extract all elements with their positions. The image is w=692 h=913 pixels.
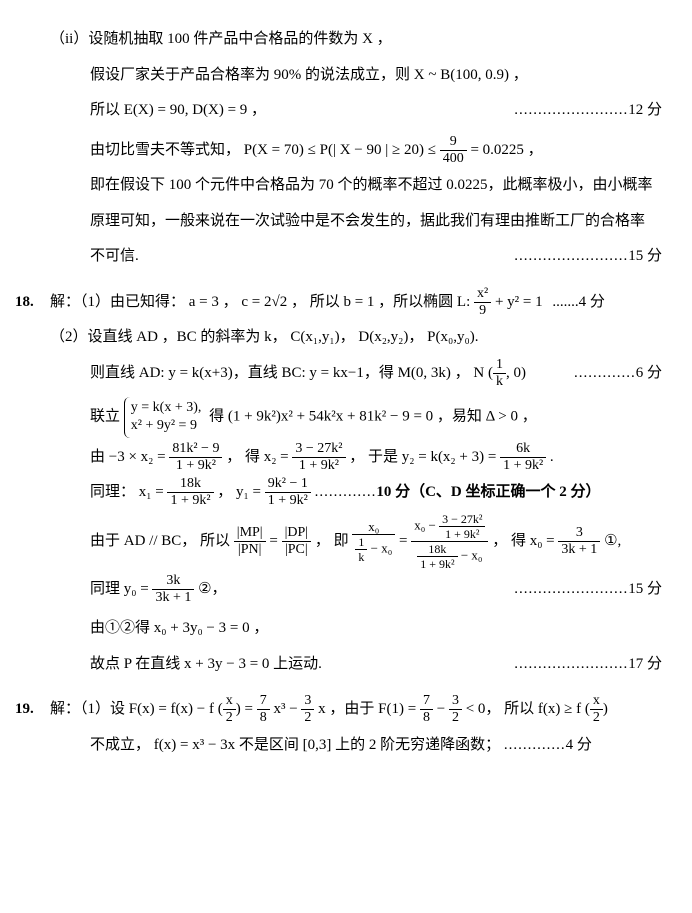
p17-ii-l6: 原理可知，一般来说在一次试验中是不会发生的，据此我们有理由推断工厂的合格率 (50, 206, 662, 238)
case-bracket: y = k(x + 3), x² + 9y² = 9 (124, 397, 206, 437)
p17-ii-l5: 即在假设下 100 个元件中合格品为 70 个的概率不超过 0.0225，此概率… (50, 170, 662, 202)
p19-l1: 19. 解：（1）设 F(x) = f(x) − f (x2) = 78 x³ … (50, 694, 662, 726)
frac-9-400: 9400 (440, 135, 467, 166)
ii-label: （ii） (50, 31, 88, 47)
p17-ii-l2: 假设厂家关于产品合格率为 90% 的说法成立，则 X ~ B(100, 0.9)… (50, 60, 662, 92)
score-17: 17 分 (514, 649, 662, 681)
p17-ii-l7: 不可信. 15 分 (50, 241, 662, 273)
problem-18-num: 18. (15, 287, 34, 319)
p18-s2-l8: 故点 P 在直线 x + 3y − 3 = 0 上运动. 17 分 (50, 649, 662, 681)
p17-ii-l4: 由切比雪夫不等式知， P(X = 70) ≤ P(| X − 90 | ≥ 20… (50, 135, 662, 167)
p18-s1: 18. 解：（1）由已知得： a = 3 ， c = 2√2 ， 所以 b = … (50, 287, 662, 319)
p18-s2-l7: 由①②得 x₀ + 3y₀ − 3 = 0 ， (50, 613, 662, 645)
p18-s2-l6: 同理 y₀ = 3k3k + 1 ②， 15 分 (50, 574, 662, 606)
p18-s2-l3: 由 −3 × x₂ = 81k² − 91 + 9k² ， 得 x₂ = 3 −… (50, 442, 662, 474)
score-15: 15 分 (514, 241, 662, 273)
problem-19-num: 19. (15, 694, 34, 726)
score-10: 10 分（C、D 坐标正确一个 2 分） (315, 484, 601, 500)
p18-s2-l2: 联立 y = k(x + 3), x² + 9y² = 9 得 (1 + 9k²… (50, 397, 662, 437)
p18-s2-l1: 则直线 AD: y = k(x+3)，直线 BC: y = kx−1，得 M(0… (50, 358, 662, 390)
p18-s2-l4: 同理： x₁ = 18k1 + 9k² ， y₁ = 9k² − 11 + 9k… (50, 477, 662, 509)
p18-s2-head: （2）设直线 AD ，BC 的斜率为 k， C(x₁,y₁)， D(x₂,y₂)… (50, 322, 662, 354)
score-6: 6 分 (574, 358, 662, 390)
score-4: .......4 分 (552, 294, 605, 310)
p18-s2-l5: 由于 AD // BC， 所以 |MP||PN| = |DP||PC| ， 即 … (50, 513, 662, 570)
p19-l2: 不成立， f(x) = x³ − 3x 不是区间 [0,3] 上的 2 阶无穷递… (50, 730, 662, 762)
frac-x2-9: x²9 (474, 287, 491, 318)
score-4b: 4 分 (504, 737, 592, 753)
score-15b: 15 分 (514, 574, 662, 606)
score-12: 12 分 (514, 95, 662, 127)
p17-ii-l1: （ii）设随机抽取 100 件产品中合格品的件数为 X ， (50, 24, 662, 56)
p17-ii-l3: 所以 E(X) = 90, D(X) = 9 ， 12 分 (50, 95, 662, 127)
